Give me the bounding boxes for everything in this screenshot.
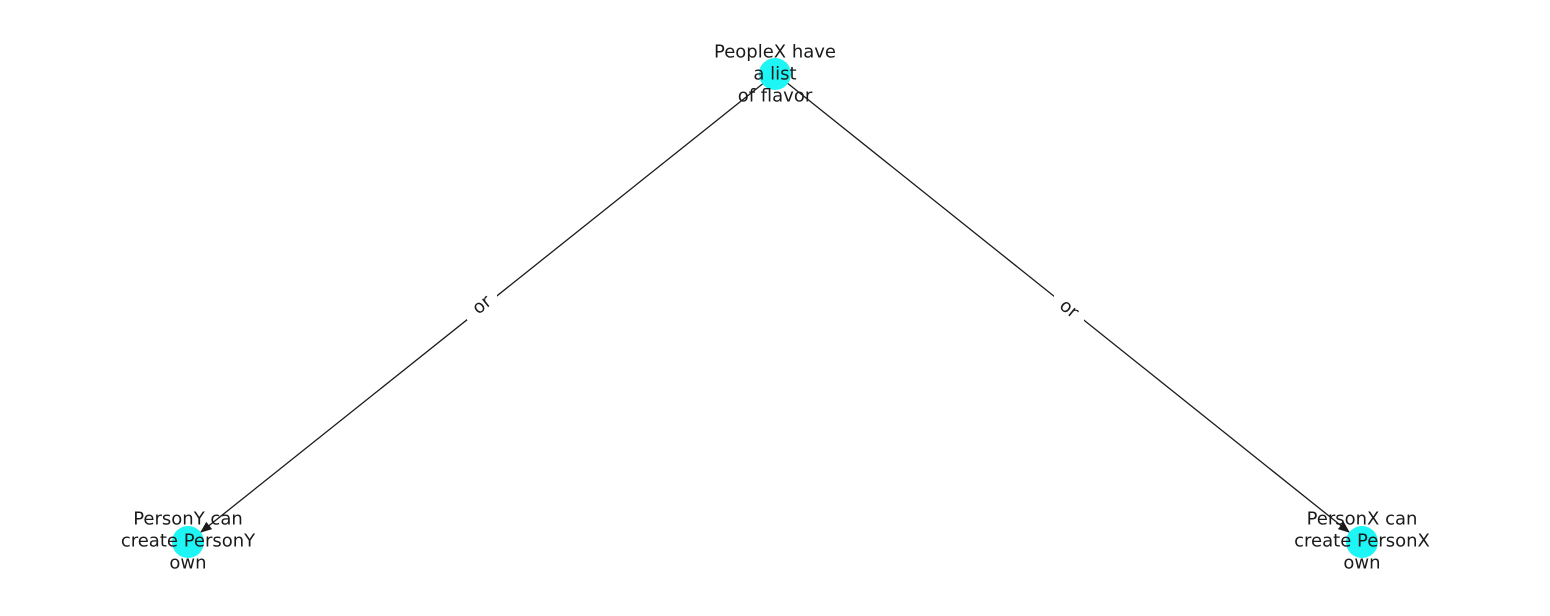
node-circle bbox=[759, 58, 791, 90]
node-label-line: PeopleX have bbox=[714, 42, 836, 63]
node-label-line: a list bbox=[753, 64, 796, 85]
node-label-line: PersonX can bbox=[1307, 509, 1418, 530]
node-circle bbox=[172, 526, 204, 558]
node-root: PeopleX have a list of flavor bbox=[714, 42, 836, 107]
node-left: PersonY can create PersonY own bbox=[121, 509, 256, 574]
edge-root-to-right: or bbox=[785, 81, 1350, 533]
node-label-line: own bbox=[1343, 553, 1380, 574]
node-right: PersonX can create PersonX own bbox=[1294, 509, 1430, 574]
edge-label-background bbox=[1054, 294, 1084, 324]
node-label-line: PersonY can bbox=[133, 509, 243, 530]
node-label-line: create PersonX bbox=[1294, 531, 1430, 552]
edge-label-background bbox=[467, 290, 497, 320]
node-circle bbox=[1346, 526, 1378, 558]
node-label-line: of flavor bbox=[738, 86, 813, 107]
node-label-line: own bbox=[169, 553, 206, 574]
node-label-line: create PersonY bbox=[121, 531, 256, 552]
edge-root-to-left: or bbox=[200, 81, 766, 533]
